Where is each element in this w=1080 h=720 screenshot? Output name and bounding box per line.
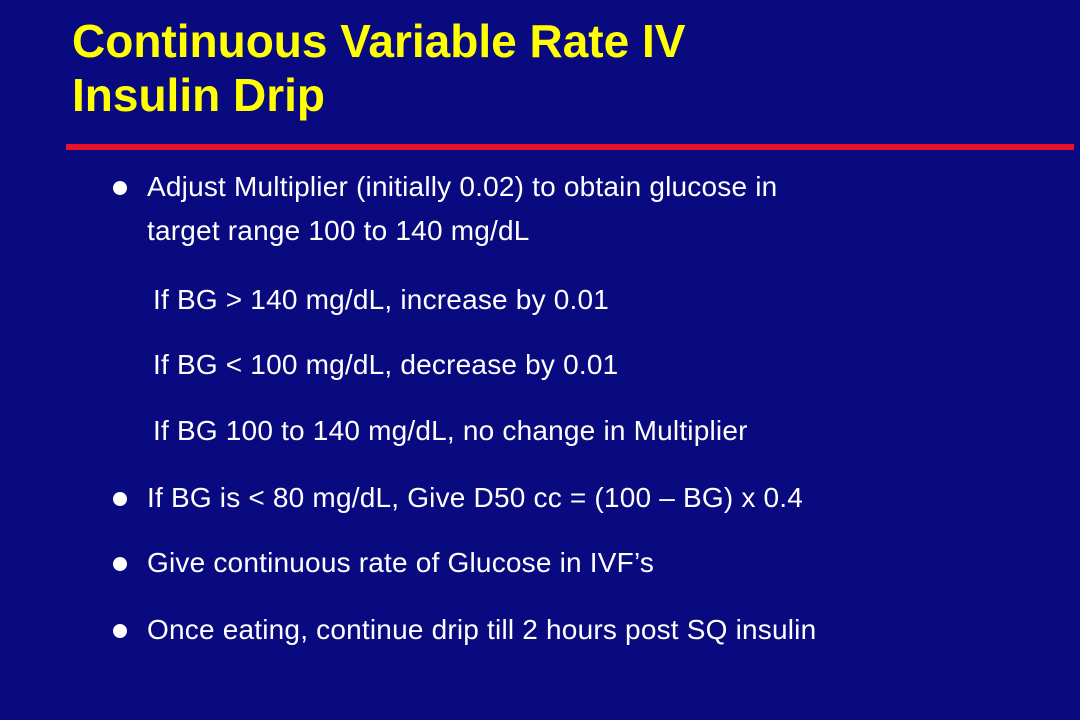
bullet-4: Once eating, continue drip till 2 hours … (147, 614, 817, 645)
title-line-1: Continuous Variable Rate IV (72, 15, 686, 67)
sub-point-3: If BG 100 to 140 mg/dL, no change in Mul… (153, 415, 748, 446)
bullet-1-line-2: target range 100 to 140 mg/dL (147, 215, 530, 246)
bullet-dot-2 (113, 492, 127, 506)
sub-point-1: If BG > 140 mg/dL, increase by 0.01 (153, 284, 610, 315)
slide-title: Continuous Variable Rate IV Insulin Drip (72, 14, 1032, 122)
bullet-dot-1 (113, 181, 127, 195)
bullet-dot-3 (113, 557, 127, 571)
sub-point-2: If BG < 100 mg/dL, decrease by 0.01 (153, 349, 619, 380)
bullet-2: If BG is < 80 mg/dL, Give D50 cc = (100 … (147, 482, 804, 513)
title-line-2: Insulin Drip (72, 69, 325, 121)
title-divider (66, 144, 1074, 150)
bullet-1-line-1: Adjust Multiplier (initially 0.02) to ob… (147, 171, 778, 202)
bullet-3: Give continuous rate of Glucose in IVF’s (147, 547, 655, 578)
bullet-dot-4 (113, 624, 127, 638)
